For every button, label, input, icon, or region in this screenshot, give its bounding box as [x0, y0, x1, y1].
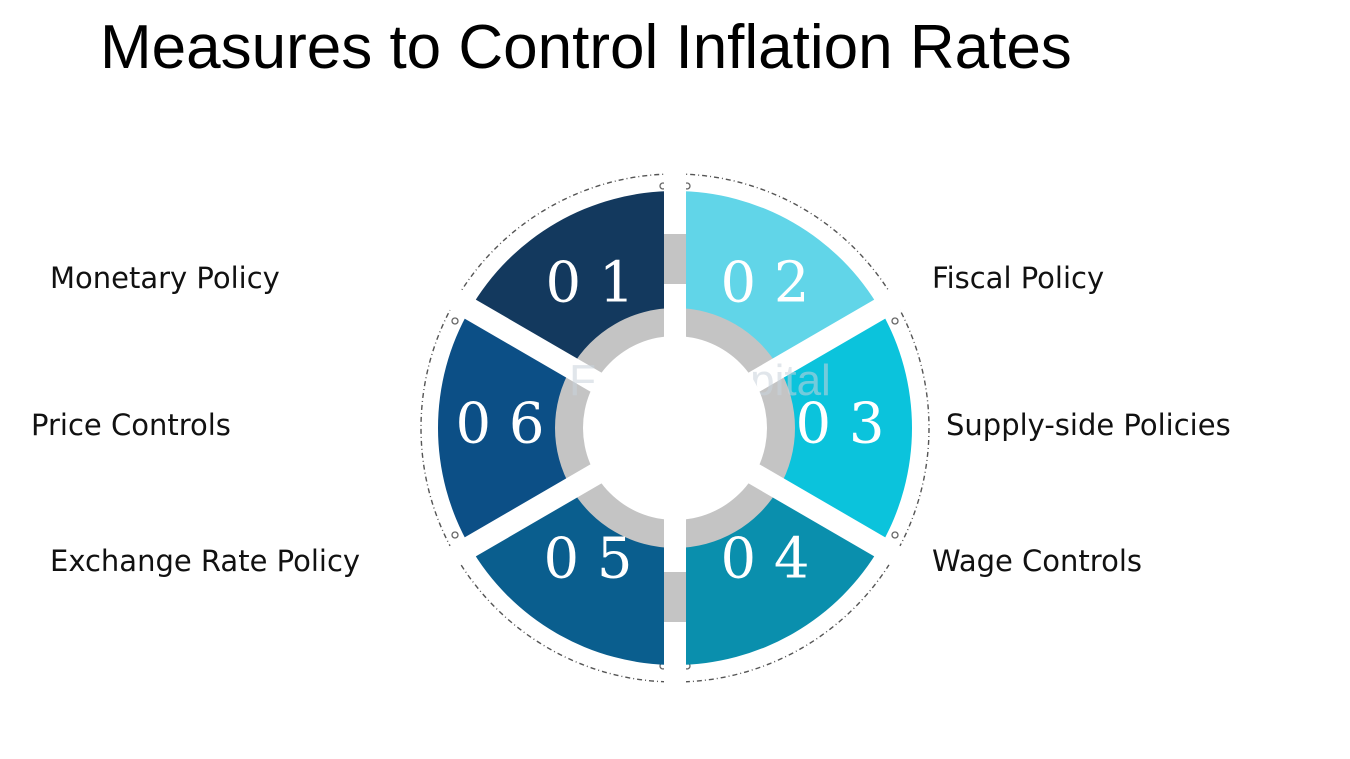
label-exchange-rate-policy: Exchange Rate Policy: [50, 544, 361, 578]
ring-dot: [891, 317, 899, 325]
center-circle: [583, 336, 767, 520]
segment-number-6: 0 6: [455, 392, 544, 457]
segment-2: [675, 191, 881, 368]
segment-1: [469, 191, 675, 368]
label-fiscal-policy: Fiscal Policy: [932, 261, 1105, 295]
segment-4: [675, 488, 881, 665]
label-supply-side-policies: Supply-side Policies: [946, 408, 1231, 442]
connector-block: [664, 234, 686, 284]
label-wage-controls: Wage Controls: [932, 544, 1142, 578]
page-title: Measures to Control Inflation Rates: [100, 13, 1072, 82]
segment-3: [778, 309, 912, 547]
ring-dot: [451, 531, 459, 539]
segment-number-3: 0 3: [795, 392, 884, 457]
segment-6: [438, 309, 572, 547]
ring-dot: [891, 531, 899, 539]
segment-5: [469, 488, 675, 665]
connector-blocks: [664, 234, 686, 622]
segments-group: [438, 191, 912, 665]
label-price-controls: Price Controls: [31, 408, 231, 442]
segment-number-5: 0 5: [543, 527, 632, 592]
segment-numbers: 0 1 0 2 0 3 0 4 0 5 0 6: [455, 251, 884, 592]
segment-number-1: 0 1: [545, 251, 634, 316]
ring-dot: [451, 317, 459, 325]
label-monetary-policy: Monetary Policy: [50, 261, 280, 295]
segment-number-2: 0 2: [720, 251, 809, 316]
connector-block: [664, 572, 686, 622]
segment-number-4: 0 4: [720, 527, 809, 592]
